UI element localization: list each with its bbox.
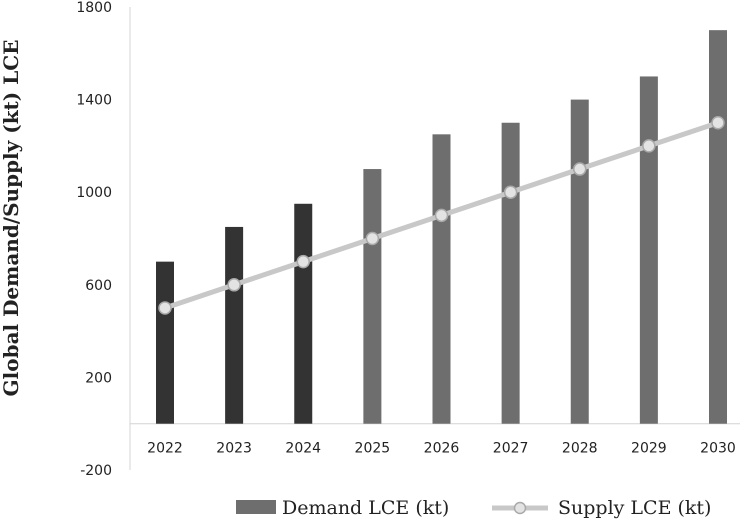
x-tick-labels: 2022 2023 2024 2025 2026 2027 2028 2029 2030 [147, 441, 736, 457]
supply-point [296, 254, 310, 269]
x-tick-label: 2027 [493, 441, 529, 457]
y-tick-label: -200 [80, 463, 112, 479]
y-tick-labels: -200 200 600 1000 1400 1800 [76, 0, 112, 479]
supply-point [158, 301, 172, 315]
y-tick-label: 1400 [76, 93, 112, 109]
legend: Demand LCE (kt) Supply LCE (kt) [236, 497, 711, 519]
demand-bar [156, 261, 174, 424]
supply-series [158, 116, 725, 315]
demand-bar [709, 30, 727, 424]
legend-demand-label: Demand LCE (kt) [282, 497, 449, 519]
supply-point [503, 185, 518, 199]
legend-supply-marker [513, 501, 527, 515]
demand-bar [294, 203, 313, 424]
y-tick-label: 600 [85, 278, 112, 294]
x-tick-label: 2025 [355, 441, 391, 457]
x-tick-label: 2028 [562, 441, 598, 457]
supply-point [227, 278, 241, 292]
legend-demand-swatch [236, 500, 276, 514]
demand-bars [156, 30, 727, 424]
y-tick-label: 200 [85, 370, 112, 386]
x-tick-label: 2024 [285, 441, 321, 457]
x-tick-label: 2023 [216, 441, 252, 457]
demand-bar [639, 76, 658, 424]
supply-point [711, 116, 725, 130]
y-axis-label: Global Demand/Supply (kt) LCE [0, 40, 23, 397]
demand-bar [432, 134, 451, 424]
supply-point [642, 139, 656, 153]
x-tick-label: 2030 [700, 441, 736, 457]
demand-bar [363, 169, 382, 424]
demand-bar [570, 99, 589, 424]
y-tick-label: 1000 [76, 185, 112, 201]
supply-point [365, 231, 380, 246]
legend-supply-label: Supply LCE (kt) [558, 497, 711, 519]
x-tick-label: 2029 [631, 441, 667, 457]
supply-point [434, 208, 449, 223]
x-tick-label: 2026 [424, 441, 460, 457]
supply-point [573, 162, 587, 176]
x-tick-label: 2022 [147, 441, 183, 457]
demand-bar [225, 226, 244, 424]
y-tick-label: 1800 [76, 0, 112, 16]
demand-bar [501, 122, 520, 424]
